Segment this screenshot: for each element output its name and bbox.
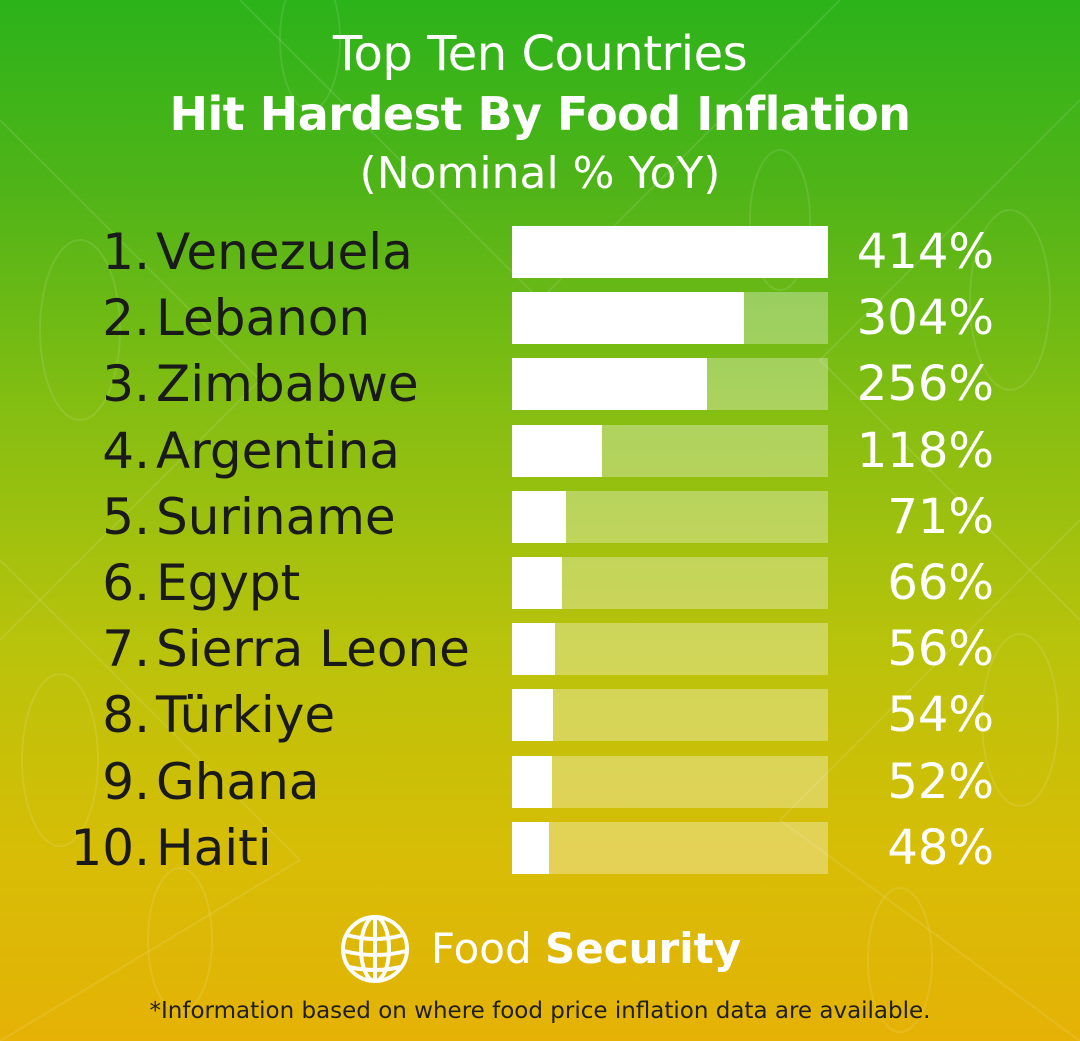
value-label: 118% (856, 422, 994, 479)
value-label: 54% (887, 687, 994, 744)
rank-number: 6. (102, 554, 150, 612)
footnote: *Information based on where food price i… (149, 998, 931, 1024)
bar (512, 821, 549, 874)
value-label: 414% (856, 224, 994, 280)
country-name: Ghana (156, 752, 320, 811)
bar-track (512, 821, 828, 874)
row-label: 6. Egypt (0, 555, 500, 611)
row-label: 7. Sierra Leone (0, 621, 500, 677)
row-label: 8. Türkiye (0, 687, 500, 743)
bar-track (512, 358, 828, 411)
country-name: Sierra Leone (156, 620, 470, 679)
bar (512, 358, 707, 411)
rank-number: 3. (102, 355, 150, 414)
title-line-2: Hit Hardest By Food Inflation (169, 87, 911, 141)
brand-logo: Food Security (0, 914, 1080, 984)
chart-title: Top Ten Countries Hit Hardest By Food In… (0, 24, 1080, 204)
brand-name-light: Food (430, 924, 532, 973)
title-line-1: Top Ten Countries (332, 26, 748, 82)
row-label: 9. Ghana (0, 754, 500, 810)
row-label: 5. Suriname (0, 489, 500, 545)
bar (512, 292, 744, 345)
country-name: Zimbabwe (156, 355, 419, 414)
bar-track (512, 623, 828, 676)
row-label: 4. Argentina (0, 423, 500, 479)
brand-name: Food Security (431, 919, 741, 979)
value-label: 66% (887, 555, 994, 611)
bar (512, 623, 555, 676)
country-name: Egypt (156, 554, 301, 612)
rank-number: 7. (102, 620, 150, 679)
value-label: 71% (887, 488, 994, 545)
bar-track (512, 226, 828, 278)
rank-number: 10. (70, 818, 150, 877)
bar (512, 226, 828, 278)
rank-number: 9. (102, 752, 150, 811)
row-label: 3. Zimbabwe (0, 356, 500, 412)
country-name: Venezuela (156, 223, 413, 281)
country-name: Haiti (156, 818, 272, 877)
value-label: 256% (856, 356, 994, 413)
rank-number: 4. (102, 421, 150, 480)
bar-track (512, 755, 828, 808)
country-name: Lebanon (156, 289, 371, 348)
bar (512, 424, 602, 477)
value-label: 48% (887, 819, 994, 876)
value-label: 56% (887, 621, 994, 678)
bar (512, 490, 566, 543)
country-name: Türkiye (156, 686, 336, 745)
brand-name-bold: Security (544, 924, 742, 973)
bar-track (512, 424, 828, 477)
value-label: 304% (856, 290, 994, 347)
rank-number: 5. (102, 487, 150, 546)
row-label: 1. Venezuela (0, 224, 500, 280)
title-line-3: (Nominal % YoY) (359, 148, 721, 199)
row-label: 2. Lebanon (0, 290, 500, 346)
rank-number: 1. (102, 223, 150, 281)
bar-track (512, 292, 828, 345)
globe-icon (340, 915, 409, 983)
bar (512, 557, 562, 609)
rank-number: 8. (102, 686, 150, 745)
value-label: 52% (887, 753, 994, 810)
bar-track (512, 490, 828, 543)
rank-number: 2. (102, 289, 150, 348)
row-label: 10. Haiti (0, 820, 500, 876)
bar (512, 755, 552, 808)
bar-track (512, 557, 828, 609)
country-name: Suriname (156, 487, 396, 546)
country-name: Argentina (156, 421, 400, 480)
bar (512, 689, 553, 742)
bar-track (512, 689, 828, 742)
